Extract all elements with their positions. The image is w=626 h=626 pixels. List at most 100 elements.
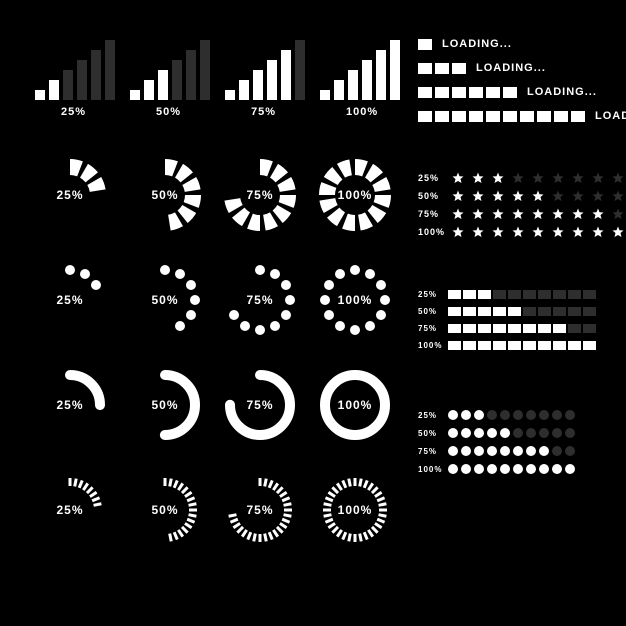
loading-bar-block [435, 87, 449, 98]
star-rating-row: 50% [418, 190, 626, 202]
circular-loader: 100% [315, 470, 395, 550]
star-icon [472, 190, 484, 202]
dot-bar-row: 25% [418, 410, 575, 420]
dot-bar-label: 75% [418, 447, 442, 456]
signal-bar [172, 60, 182, 100]
circular-loader: 75% [220, 155, 300, 235]
star-icon [552, 172, 564, 184]
loading-bar-block [469, 111, 483, 122]
dot-segment [513, 428, 523, 438]
circular-loader-label: 25% [30, 365, 110, 445]
dot-segment [487, 446, 497, 456]
star-icon [592, 208, 604, 220]
block-bar-label: 75% [418, 324, 442, 333]
block-segment [463, 290, 476, 299]
signal-bar [239, 80, 249, 100]
dot-bar-row: 50% [418, 428, 575, 438]
circular-loader: 75% [220, 260, 300, 340]
circular-loader: 100% [315, 365, 395, 445]
dot-segment [526, 464, 536, 474]
dot-segment [487, 428, 497, 438]
block-segment [493, 290, 506, 299]
loading-bar-blocks [418, 87, 517, 98]
star-icon [532, 208, 544, 220]
star-row-label: 50% [418, 191, 444, 201]
circular-loader: 25% [30, 470, 110, 550]
star-icon [592, 190, 604, 202]
star-icon [492, 226, 504, 238]
loading-bar-block [418, 63, 432, 74]
circular-loader-label: 75% [220, 260, 300, 340]
star-icon [512, 190, 524, 202]
signal-bar [186, 50, 196, 100]
dot-segment [500, 410, 510, 420]
block-segment [448, 341, 461, 350]
star-icon [492, 208, 504, 220]
star-icon [452, 190, 464, 202]
block-segment [538, 324, 551, 333]
signal-bar [49, 80, 59, 100]
star-icon [612, 172, 624, 184]
star-row-label: 75% [418, 209, 444, 219]
star-icon [552, 208, 564, 220]
loading-bar-block [435, 63, 449, 74]
block-segment [523, 307, 536, 316]
dot-bar-row: 75% [418, 446, 575, 456]
loading-bar-row: LOADING... [418, 86, 597, 98]
signal-bar [253, 70, 263, 100]
dot-bar-row: 100% [418, 464, 575, 474]
block-bar-row: 50% [418, 307, 596, 316]
block-segment [448, 307, 461, 316]
block-segment [523, 324, 536, 333]
block-segment [583, 324, 596, 333]
dot-segment [474, 464, 484, 474]
star-icon [472, 208, 484, 220]
dot-segment [500, 446, 510, 456]
circular-loader-label: 50% [125, 155, 205, 235]
dot-segment [526, 428, 536, 438]
star-rating-row: 75% [418, 208, 626, 220]
dot-segment [461, 410, 471, 420]
dot-segment [448, 464, 458, 474]
block-segment [448, 324, 461, 333]
circular-loader-label: 25% [30, 260, 110, 340]
loading-bar-row: LOADING... [418, 62, 546, 74]
block-segment [478, 341, 491, 350]
signal-bar-label: 100% [346, 106, 378, 118]
circular-loader-label: 50% [125, 470, 205, 550]
circular-loader-label: 50% [125, 365, 205, 445]
block-segment [568, 290, 581, 299]
signal-bar [77, 60, 87, 100]
star-row-label: 25% [418, 173, 444, 183]
circular-loader-label: 75% [220, 470, 300, 550]
block-segment [493, 324, 506, 333]
block-bar-label: 50% [418, 307, 442, 316]
star-icon [532, 226, 544, 238]
star-icon [452, 226, 464, 238]
loading-bar-block [435, 111, 449, 122]
loading-label: LOADING... [476, 62, 546, 74]
signal-bar [267, 60, 277, 100]
star-rating-row: 25% [418, 172, 626, 184]
signal-bar-chart [225, 40, 305, 100]
dot-bar-label: 25% [418, 411, 442, 420]
dot-segment [474, 446, 484, 456]
loading-label: LOADING... [442, 38, 512, 50]
block-segment [568, 324, 581, 333]
star-icon [512, 226, 524, 238]
star-icon [612, 208, 624, 220]
star-icon [532, 172, 544, 184]
star-row-label: 100% [418, 227, 444, 237]
signal-bar [225, 90, 235, 100]
star-icon [592, 172, 604, 184]
signal-bar [144, 80, 154, 100]
dot-segment [513, 446, 523, 456]
loading-bar-block [486, 111, 500, 122]
loading-bar-row: LOADING... [418, 38, 512, 50]
block-segment [538, 290, 551, 299]
block-segment [478, 307, 491, 316]
loading-bar-block [571, 111, 585, 122]
circular-loader-label: 100% [315, 155, 395, 235]
loading-bar-block [418, 87, 432, 98]
dot-segment [565, 410, 575, 420]
